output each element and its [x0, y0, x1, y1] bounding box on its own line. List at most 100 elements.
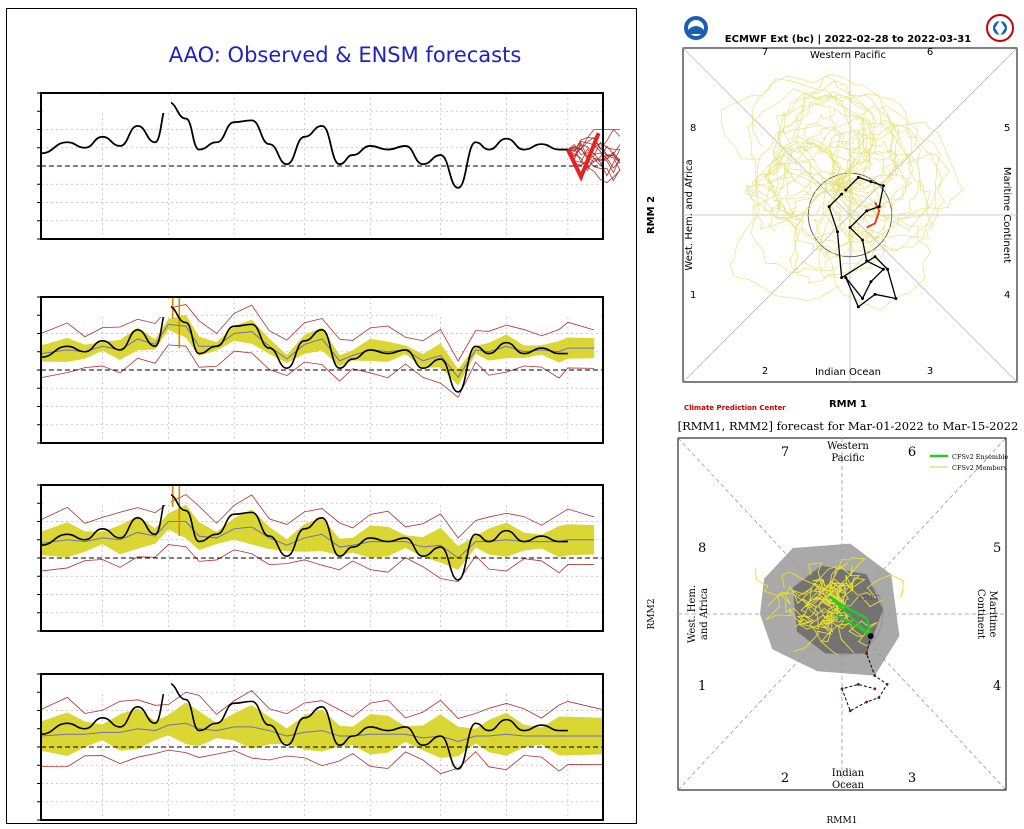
mjo1-ylabel: RMM 2	[646, 196, 657, 234]
legend-ensemble-label: CFSv2 Ensemble	[952, 453, 1008, 461]
member-track	[822, 557, 866, 608]
mjo-ecmwf-chart: ECMWF Ext (bc) | 2022-02-28 to 2022-03-3…	[646, 14, 1018, 412]
observed-line	[40, 682, 568, 770]
ensemble-member-track	[765, 141, 837, 218]
mjo1-phase-6: 6	[927, 47, 933, 58]
mjo2-title: [RMM1, RMM2] forecast for Mar-01-2022 to…	[678, 419, 1019, 433]
mjo2-phase-2: 2	[781, 771, 789, 786]
mjo2-paths	[828, 595, 889, 713]
mjo1-phase-4: 4	[1004, 290, 1010, 301]
mjo1-phase-3: 3	[927, 366, 933, 377]
observed-point	[856, 175, 860, 179]
mjo2-phase-1: 1	[698, 679, 706, 694]
aao-main-title: AAO: Observed & ENSM forecasts	[169, 43, 522, 67]
cor-box	[437, 299, 601, 317]
mjo1-plot	[682, 47, 1018, 383]
cpc-credit: Climate Prediction Center	[684, 404, 786, 412]
ensemble-member-track	[836, 140, 908, 214]
mjo1-title: ECMWF Ext (bc) | 2022-02-28 to 2022-03-3…	[725, 34, 971, 45]
mjo2-start-label: START	[858, 595, 879, 602]
observed-point	[877, 205, 881, 209]
ensemble-member-track	[750, 168, 887, 274]
mjo1-region-top: Western Pacific	[810, 50, 886, 61]
observed-point	[865, 259, 869, 263]
ensemble-member-track	[841, 121, 964, 220]
ensemble-member-track	[817, 105, 899, 191]
mjo1-phase-7: 7	[762, 47, 768, 58]
mjo2-phase-6: 6	[908, 445, 916, 460]
mjo2-phase-7: 7	[781, 445, 789, 460]
observed-point	[844, 276, 848, 280]
mjo2-region-bottom-2: Ocean	[832, 780, 865, 791]
observed-point	[885, 683, 889, 686]
mjo2-region-bottom-1: Indian	[832, 768, 865, 779]
mjo1-phase-8: 8	[690, 123, 696, 134]
member-track	[809, 601, 855, 656]
observed-point	[827, 205, 831, 209]
ensemble-member-track	[819, 179, 931, 311]
mean-box	[43, 676, 171, 694]
observed-point	[844, 188, 848, 192]
forecast-member	[567, 128, 621, 152]
ensemble-member-track	[745, 158, 853, 197]
aao-panel-2	[37, 296, 604, 444]
observed-point	[848, 226, 852, 230]
observed-track	[841, 635, 888, 712]
ensemble-member-track	[823, 132, 871, 197]
envelope-upper	[40, 494, 595, 539]
aao-figure: AAO: Observed & ENSM forecasts	[6, 8, 637, 824]
ensemble-member-track	[775, 94, 895, 185]
cor-box	[437, 676, 601, 694]
ensemble-mean-line	[40, 521, 595, 559]
mjo2-legend: CFSv2 Ensemble CFSv2 Members	[930, 453, 1008, 472]
mjo2-region-right-1: Maritime	[987, 591, 998, 638]
legend-members-label: CFSv2 Members	[952, 464, 1007, 472]
mjo1-phase-2: 2	[762, 366, 768, 377]
mjo2-region-top-2: Pacific	[831, 453, 865, 464]
ensemble-member-track	[750, 124, 843, 226]
observed-point	[886, 267, 890, 271]
mjo1-region-bottom: Indian Ocean	[815, 367, 881, 378]
observed-line	[40, 101, 568, 189]
ensemble-member-track	[773, 138, 867, 220]
mjo2-region-left-1: West. Hem.	[687, 585, 698, 643]
observed-point	[857, 683, 860, 686]
ensemble-member-track	[788, 188, 857, 271]
envelope-upper	[40, 304, 595, 362]
observed-point	[861, 238, 865, 242]
ensemble-member-track	[789, 91, 900, 194]
observed-point	[873, 292, 877, 296]
observed-point	[835, 230, 839, 234]
ensemble-member-track	[729, 172, 840, 301]
observed-point	[869, 180, 873, 184]
ensemble-mean-track	[829, 595, 872, 637]
mjo1-region-left: West. Hem. and Africa	[684, 159, 695, 270]
observed-point	[869, 280, 873, 284]
start-point	[867, 633, 874, 639]
observed-point	[877, 696, 881, 699]
observed-point	[894, 297, 898, 300]
member-track	[800, 593, 838, 630]
observed-point	[848, 709, 852, 713]
observed-track	[828, 176, 897, 308]
ensemble-member-track	[787, 186, 860, 259]
member-track	[794, 578, 834, 628]
member-track	[808, 562, 837, 600]
aao-panels	[37, 92, 621, 821]
observed-line	[40, 305, 568, 393]
mean-box	[43, 487, 171, 505]
ensemble-mean-track	[828, 595, 872, 637]
ensemble-member-track	[751, 75, 876, 186]
mean-box	[43, 299, 171, 317]
aao-panel-1	[37, 92, 621, 240]
envelope-lower	[40, 749, 604, 775]
observed-point	[865, 700, 868, 704]
forecast-mean-line	[566, 132, 601, 182]
aao-svg: AAO: Observed & ENSM forecasts	[37, 43, 621, 821]
member-track	[828, 574, 904, 601]
ensemble-mean-line	[40, 722, 603, 743]
mjo1-phase-5: 5	[1004, 123, 1010, 134]
aao-panel-4	[37, 673, 604, 821]
mjo2-phase-3: 3	[908, 771, 916, 786]
ensemble-member-track	[772, 73, 913, 186]
